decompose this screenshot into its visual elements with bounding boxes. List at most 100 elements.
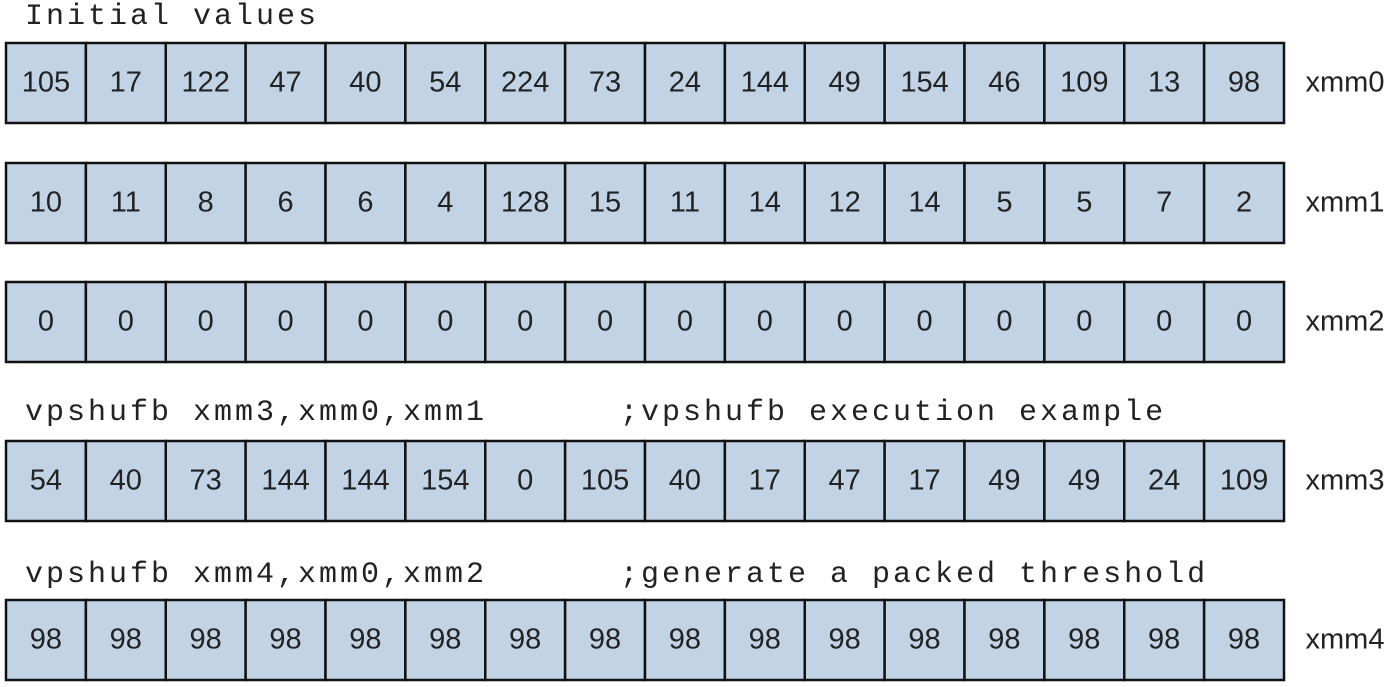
register-cell — [1202, 439, 1286, 523]
register-name: xmm1 — [1306, 187, 1385, 219]
register-cell — [1123, 598, 1206, 682]
register-name: xmm3 — [1306, 465, 1385, 497]
cell-value: 224 — [501, 67, 549, 99]
register-cell — [164, 280, 247, 364]
cell-value: 98 — [190, 624, 222, 656]
cell-value: 98 — [349, 624, 381, 656]
cell-value: 0 — [677, 306, 693, 338]
register-cell — [963, 280, 1046, 364]
cell-value: 15 — [589, 187, 621, 219]
cell-value: 0 — [198, 306, 214, 338]
register-cell — [484, 41, 567, 125]
cell-value: 122 — [181, 67, 229, 99]
cell-value: 6 — [357, 187, 373, 219]
register-cell — [563, 41, 647, 125]
cell-value: 40 — [349, 67, 381, 99]
cell-value: 105 — [581, 465, 629, 497]
cell-value: 24 — [1148, 465, 1180, 497]
register-cell — [643, 161, 727, 245]
register-cell — [1043, 598, 1126, 682]
register-cell — [963, 598, 1046, 682]
title: Initial values — [25, 0, 319, 34]
cell-value: 98 — [749, 624, 781, 656]
cell-value: 17 — [110, 67, 142, 99]
register-cell — [563, 439, 647, 523]
cell-value: 154 — [900, 67, 948, 99]
register-cell — [324, 598, 407, 682]
cell-value: 109 — [1220, 465, 1268, 497]
cell-value: 98 — [829, 624, 861, 656]
register-cell — [244, 161, 327, 245]
cell-value: 109 — [1060, 67, 1108, 99]
cell-value: 0 — [916, 306, 932, 338]
register-name: xmm0 — [1306, 67, 1385, 99]
instruction: vpshufb xmm3,xmm0,xmm1 — [25, 396, 487, 430]
register-cell — [164, 161, 247, 245]
cell-value: 49 — [1068, 465, 1100, 497]
cell-value: 98 — [589, 624, 621, 656]
register-cell — [883, 598, 966, 682]
register-cell — [1043, 439, 1126, 523]
cell-value: 0 — [996, 306, 1012, 338]
register-cell — [84, 280, 167, 364]
register-cell — [404, 280, 487, 364]
register-cell — [4, 41, 88, 125]
register-name: xmm4 — [1306, 624, 1385, 656]
cell-value: 49 — [988, 465, 1020, 497]
cell-value: 11 — [670, 187, 700, 219]
register-cell — [4, 161, 88, 245]
cell-value: 0 — [757, 306, 773, 338]
register-cell — [563, 598, 647, 682]
register-cell — [324, 161, 407, 245]
cell-value: 14 — [908, 187, 940, 219]
cell-value: 8 — [198, 187, 214, 219]
register-cell — [883, 439, 966, 523]
cell-value: 98 — [908, 624, 940, 656]
register-cell — [404, 161, 487, 245]
cell-value: 98 — [1068, 624, 1100, 656]
cell-value: 47 — [829, 465, 861, 497]
cell-value: 98 — [1148, 624, 1180, 656]
register-cell — [324, 41, 407, 125]
cell-value: 0 — [437, 306, 453, 338]
cell-value: 98 — [1228, 67, 1260, 99]
cell-value: 105 — [22, 67, 70, 99]
register-cell — [643, 280, 727, 364]
register-cell — [563, 280, 647, 364]
register-cell — [164, 41, 247, 125]
register-cell — [803, 161, 886, 245]
comment: ;vpshufb execution example — [620, 396, 1166, 430]
register-cell — [963, 161, 1046, 245]
register-cell — [244, 280, 327, 364]
register-cell — [84, 439, 167, 523]
cell-value: 73 — [589, 67, 621, 99]
register-cell — [1202, 598, 1286, 682]
register-cell — [963, 439, 1046, 523]
cell-value: 0 — [1076, 306, 1092, 338]
cell-value: 98 — [30, 624, 62, 656]
cell-value: 10 — [30, 187, 62, 219]
register-cell — [404, 41, 487, 125]
register-cell — [1202, 41, 1286, 125]
cell-value: 0 — [1236, 306, 1252, 338]
cell-value: 2 — [1236, 187, 1252, 219]
cell-value: 12 — [829, 187, 861, 219]
register-cell — [324, 280, 407, 364]
cell-value: 0 — [118, 306, 134, 338]
register-cell — [4, 439, 88, 523]
register-cell — [1202, 280, 1286, 364]
register-cell — [484, 439, 567, 523]
register-cell — [324, 439, 407, 523]
cell-value: 0 — [517, 306, 533, 338]
cell-value: 144 — [341, 465, 389, 497]
cell-value: 6 — [277, 187, 293, 219]
register-cell — [1043, 280, 1126, 364]
cell-value: 98 — [509, 624, 541, 656]
register-cell — [164, 598, 247, 682]
cell-value: 128 — [501, 187, 549, 219]
register-cell — [1123, 161, 1206, 245]
cell-value: 24 — [669, 67, 701, 99]
cell-value: 73 — [190, 465, 222, 497]
register-cell — [84, 41, 167, 125]
